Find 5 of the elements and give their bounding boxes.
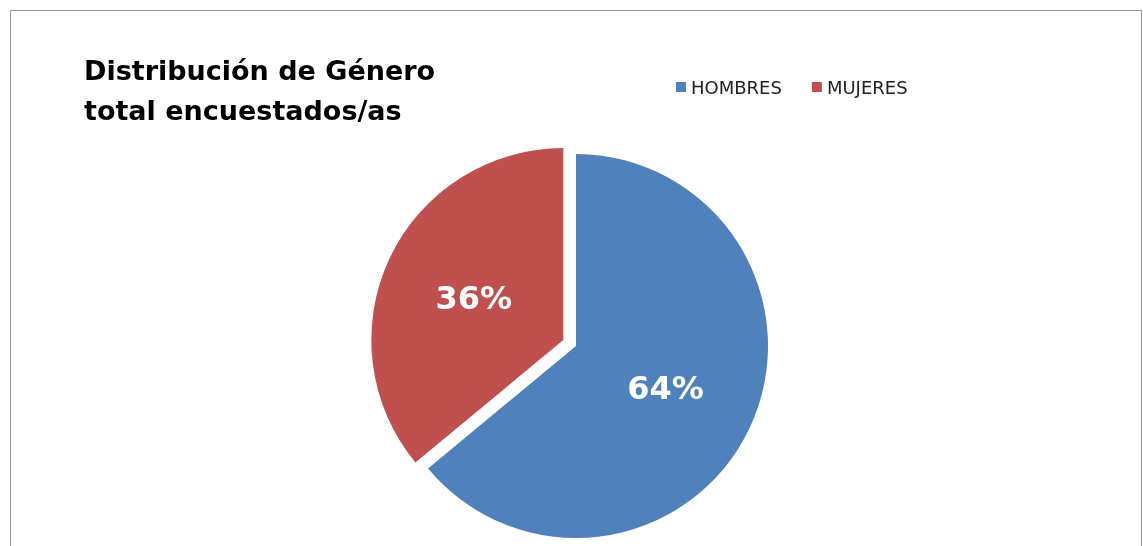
legend-label: HOMBRES xyxy=(691,76,782,98)
chart-title: Distribución de Género total encuestados/as xyxy=(84,54,445,126)
legend-label: MUJERES xyxy=(826,76,908,98)
data-label: 36% xyxy=(435,278,513,317)
data-label: 64% xyxy=(627,369,704,408)
